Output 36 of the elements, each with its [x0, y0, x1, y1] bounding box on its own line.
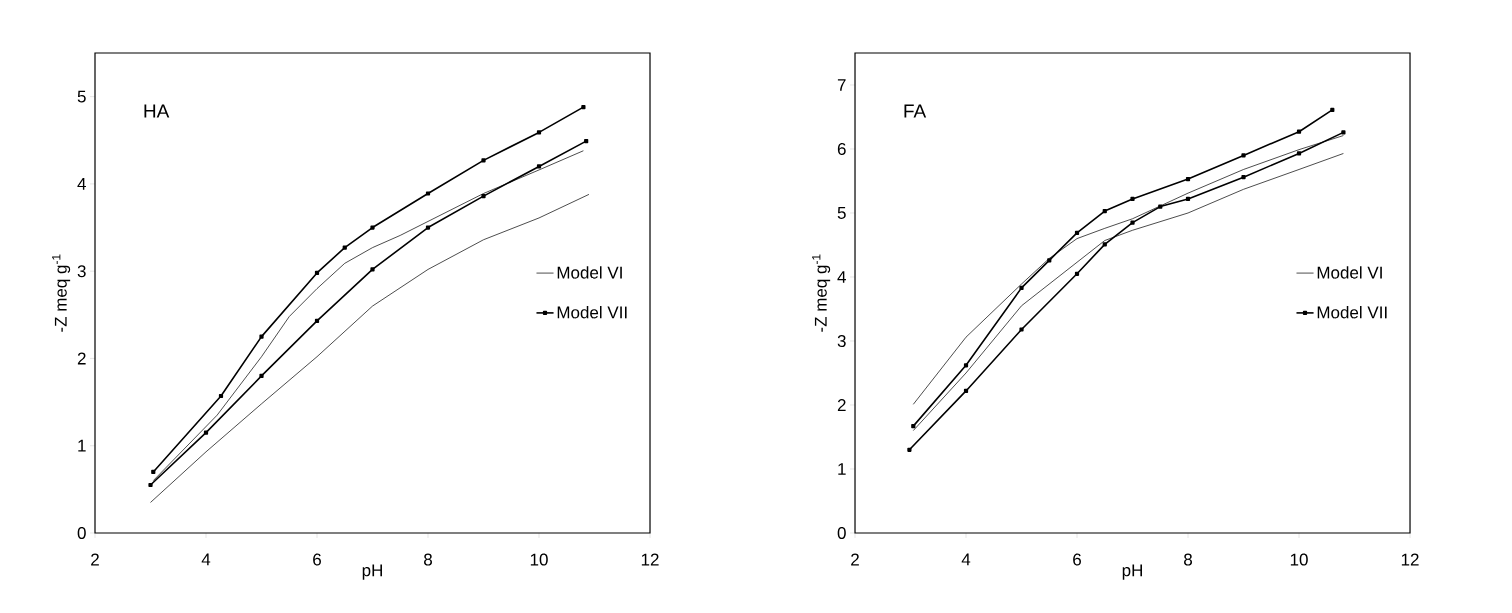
x-tick-label: 4 [201, 553, 211, 566]
y-tick-label: 2 [837, 399, 846, 411]
x-tick-label: 10 [530, 553, 548, 566]
y-tick-label: 3 [77, 265, 86, 278]
y-tick-label: 5 [77, 90, 86, 103]
x-tick-label: 2 [91, 553, 99, 566]
text: HA [144, 104, 170, 118]
x-tick-label: 4 [961, 553, 971, 566]
y-tick-label: 5 [837, 207, 846, 219]
y-tick-label: 4 [77, 178, 86, 190]
y-tick-label: 0 [837, 526, 846, 540]
y-tick-label: 6 [837, 142, 846, 156]
x-tick-label: 8 [1184, 553, 1193, 566]
x-tick-label: 8 [424, 553, 432, 566]
x-tick-label: 12 [641, 553, 659, 566]
y-tick-label: 3 [837, 334, 846, 348]
y-axis-title: -Z meq g$^{-1}$ [52, 254, 71, 332]
y-tick-label: 7 [837, 79, 846, 91]
legend-label: Model VII [1317, 306, 1387, 319]
y-tick-label: 2 [77, 352, 86, 365]
y-tick-label: 1 [838, 463, 846, 475]
legend-label: Model VI [1317, 266, 1382, 279]
text: FA [904, 104, 927, 118]
x-tick-label: 6 [313, 553, 321, 566]
legend-label: Model VI [557, 266, 622, 279]
x-tick-label: 6 [1073, 553, 1081, 566]
x-tick-label: 2 [851, 553, 859, 566]
legend-label: Model VII [557, 306, 627, 319]
x-axis-title: pH [1122, 564, 1142, 580]
y-tick-label: 0 [77, 526, 86, 540]
x-tick-label: 12 [1401, 553, 1419, 566]
y-tick-label: 4 [837, 271, 846, 283]
x-tick-label: 10 [1290, 553, 1308, 566]
y-axis-title: -Z meq g$^{-1}$ [812, 254, 831, 332]
x-axis-title: pH [362, 564, 382, 580]
y-tick-label: 1 [78, 439, 86, 452]
